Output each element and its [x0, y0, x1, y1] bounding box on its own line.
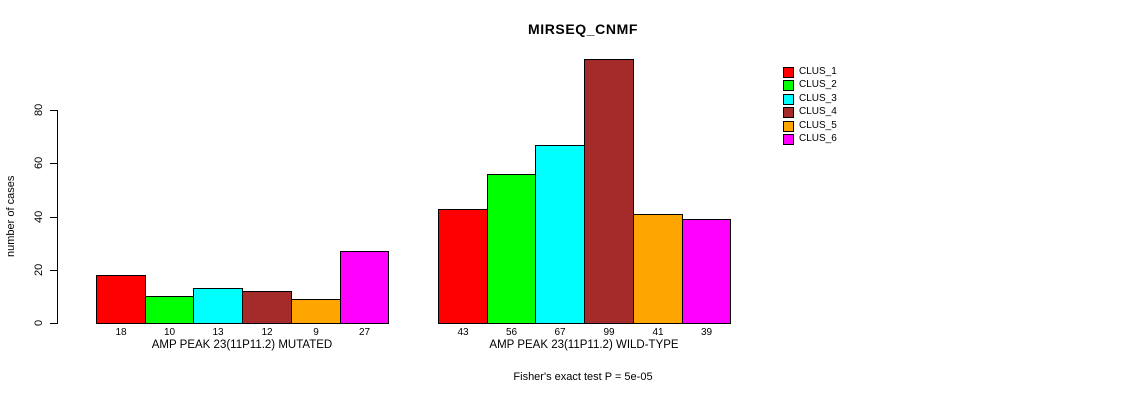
bar-clus-5-group-0	[291, 299, 341, 324]
y-axis-tick	[50, 110, 57, 111]
bar-value-label: 27	[358, 327, 371, 338]
bar-clus-6-group-1	[682, 219, 731, 324]
legend-color-swatch	[783, 120, 794, 132]
legend-label: CLUS_5	[799, 120, 837, 131]
bar-value-label: 43	[457, 327, 469, 338]
bar-value-label: 56	[505, 327, 518, 338]
bar-value-label: 18	[115, 327, 127, 338]
legend-item-clus-6: CLUS_6	[783, 133, 837, 145]
bar-value-label: 9	[313, 327, 319, 338]
y-axis-tick-label: 80	[33, 103, 45, 117]
y-axis-tick	[50, 323, 57, 324]
y-axis-label: number of cases	[5, 175, 17, 258]
y-axis-tick	[50, 217, 57, 218]
chart-title: MIRSEQ_CNMF	[527, 21, 639, 37]
bar-clus-5-group-1	[633, 214, 683, 324]
bar-clus-1-group-1	[438, 209, 488, 324]
legend-item-clus-3: CLUS_3	[783, 93, 837, 105]
legend-item-clus-1: CLUS_1	[783, 66, 837, 78]
y-axis-tick	[50, 163, 57, 164]
bar-value-label: 67	[554, 327, 566, 338]
bar-clus-6-group-0	[340, 251, 389, 324]
y-axis-tick-label: 20	[33, 263, 45, 277]
bar-value-label: 41	[652, 327, 664, 338]
legend-item-clus-5: CLUS_5	[783, 120, 837, 132]
x-axis-group-label-mutated: AMP PEAK 23(11P11.2) MUTATED	[151, 339, 333, 351]
bar-clus-3-group-0	[193, 288, 243, 324]
legend-color-swatch	[783, 66, 794, 78]
legend-color-swatch	[783, 106, 794, 118]
legend-item-clus-4: CLUS_4	[783, 106, 837, 118]
bar-clus-3-group-1	[535, 145, 585, 324]
bar-value-label: 10	[163, 327, 176, 338]
bar-value-label: 12	[261, 327, 273, 338]
legend-item-clus-2: CLUS_2	[783, 79, 837, 91]
y-axis-tick	[50, 270, 57, 271]
bar-value-label: 13	[212, 327, 224, 338]
bar-clus-4-group-0	[242, 291, 292, 324]
y-axis-tick-label: 0	[33, 319, 45, 327]
y-axis-tick-label: 60	[33, 156, 45, 170]
fisher-test-annotation: Fisher's exact test P = 5e-05	[513, 371, 653, 383]
bar-value-label: 99	[603, 327, 615, 338]
bar-clus-2-group-1	[487, 174, 536, 324]
x-axis-group-label-wild-type: AMP PEAK 23(11P11.2) WILD-TYPE	[489, 339, 679, 351]
legend-color-swatch	[783, 133, 794, 145]
bar-value-label: 39	[700, 327, 713, 338]
legend-label: CLUS_1	[799, 66, 837, 77]
legend-color-swatch	[783, 93, 794, 105]
y-axis	[57, 110, 58, 324]
legend-color-swatch	[783, 79, 794, 91]
legend-label: CLUS_6	[799, 133, 837, 144]
legend-label: CLUS_2	[799, 79, 837, 90]
bar-clus-1-group-0	[96, 275, 146, 324]
legend-label: CLUS_3	[799, 93, 837, 104]
legend-label: CLUS_4	[799, 106, 837, 117]
y-axis-tick-label: 40	[33, 210, 45, 224]
bar-clus-2-group-0	[145, 296, 194, 324]
bar-clus-4-group-1	[584, 59, 634, 324]
